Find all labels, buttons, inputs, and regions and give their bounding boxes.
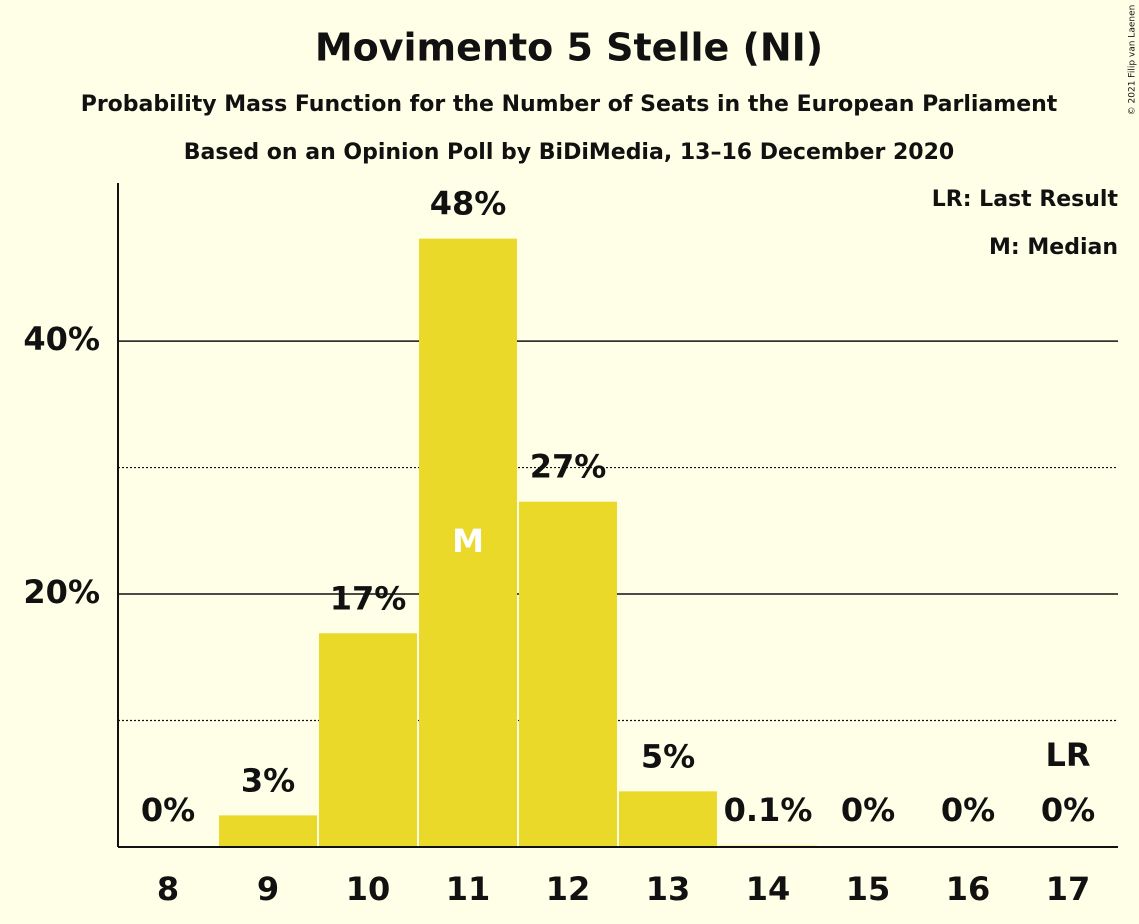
y-tick-label: 20%	[23, 573, 100, 611]
bar	[619, 791, 717, 847]
y-tick-label: 40%	[23, 320, 100, 358]
bar	[519, 501, 617, 847]
x-tick-label: 8	[157, 870, 179, 908]
value-label: 3%	[241, 761, 295, 799]
bar	[319, 633, 417, 847]
value-label: 0%	[841, 791, 895, 829]
bar	[419, 238, 517, 847]
x-tick-label: 15	[846, 870, 891, 908]
legend-entry: M: Median	[989, 235, 1118, 260]
value-label: 0%	[1041, 791, 1095, 829]
x-tick-label: 10	[346, 870, 391, 908]
value-label: 0%	[141, 791, 195, 829]
annotation: LR	[1045, 736, 1090, 774]
bar	[219, 815, 317, 847]
value-label: 0.1%	[724, 791, 813, 829]
x-tick-label: 12	[546, 870, 591, 908]
chart-title: Movimento 5 Stelle (NI)	[315, 26, 823, 70]
x-tick-label: 14	[746, 870, 791, 908]
value-label: 48%	[430, 185, 507, 223]
x-tick-label: 11	[446, 870, 491, 908]
x-tick-label: 13	[646, 870, 691, 908]
legend-entry: LR: Last Result	[932, 187, 1119, 212]
x-tick-label: 16	[946, 870, 991, 908]
annotation: M	[452, 522, 484, 560]
chart-subtitle: Probability Mass Function for the Number…	[81, 92, 1058, 117]
x-tick-label: 9	[257, 870, 279, 908]
x-tick-label: 17	[1046, 870, 1091, 908]
value-label: 17%	[330, 579, 407, 617]
value-label: 27%	[530, 448, 607, 486]
chart-source: Based on an Opinion Poll by BiDiMedia, 1…	[184, 140, 954, 165]
value-label: 5%	[641, 737, 695, 775]
copyright: © 2021 Filip van Laenen	[1128, 5, 1138, 116]
value-label: 0%	[941, 791, 995, 829]
